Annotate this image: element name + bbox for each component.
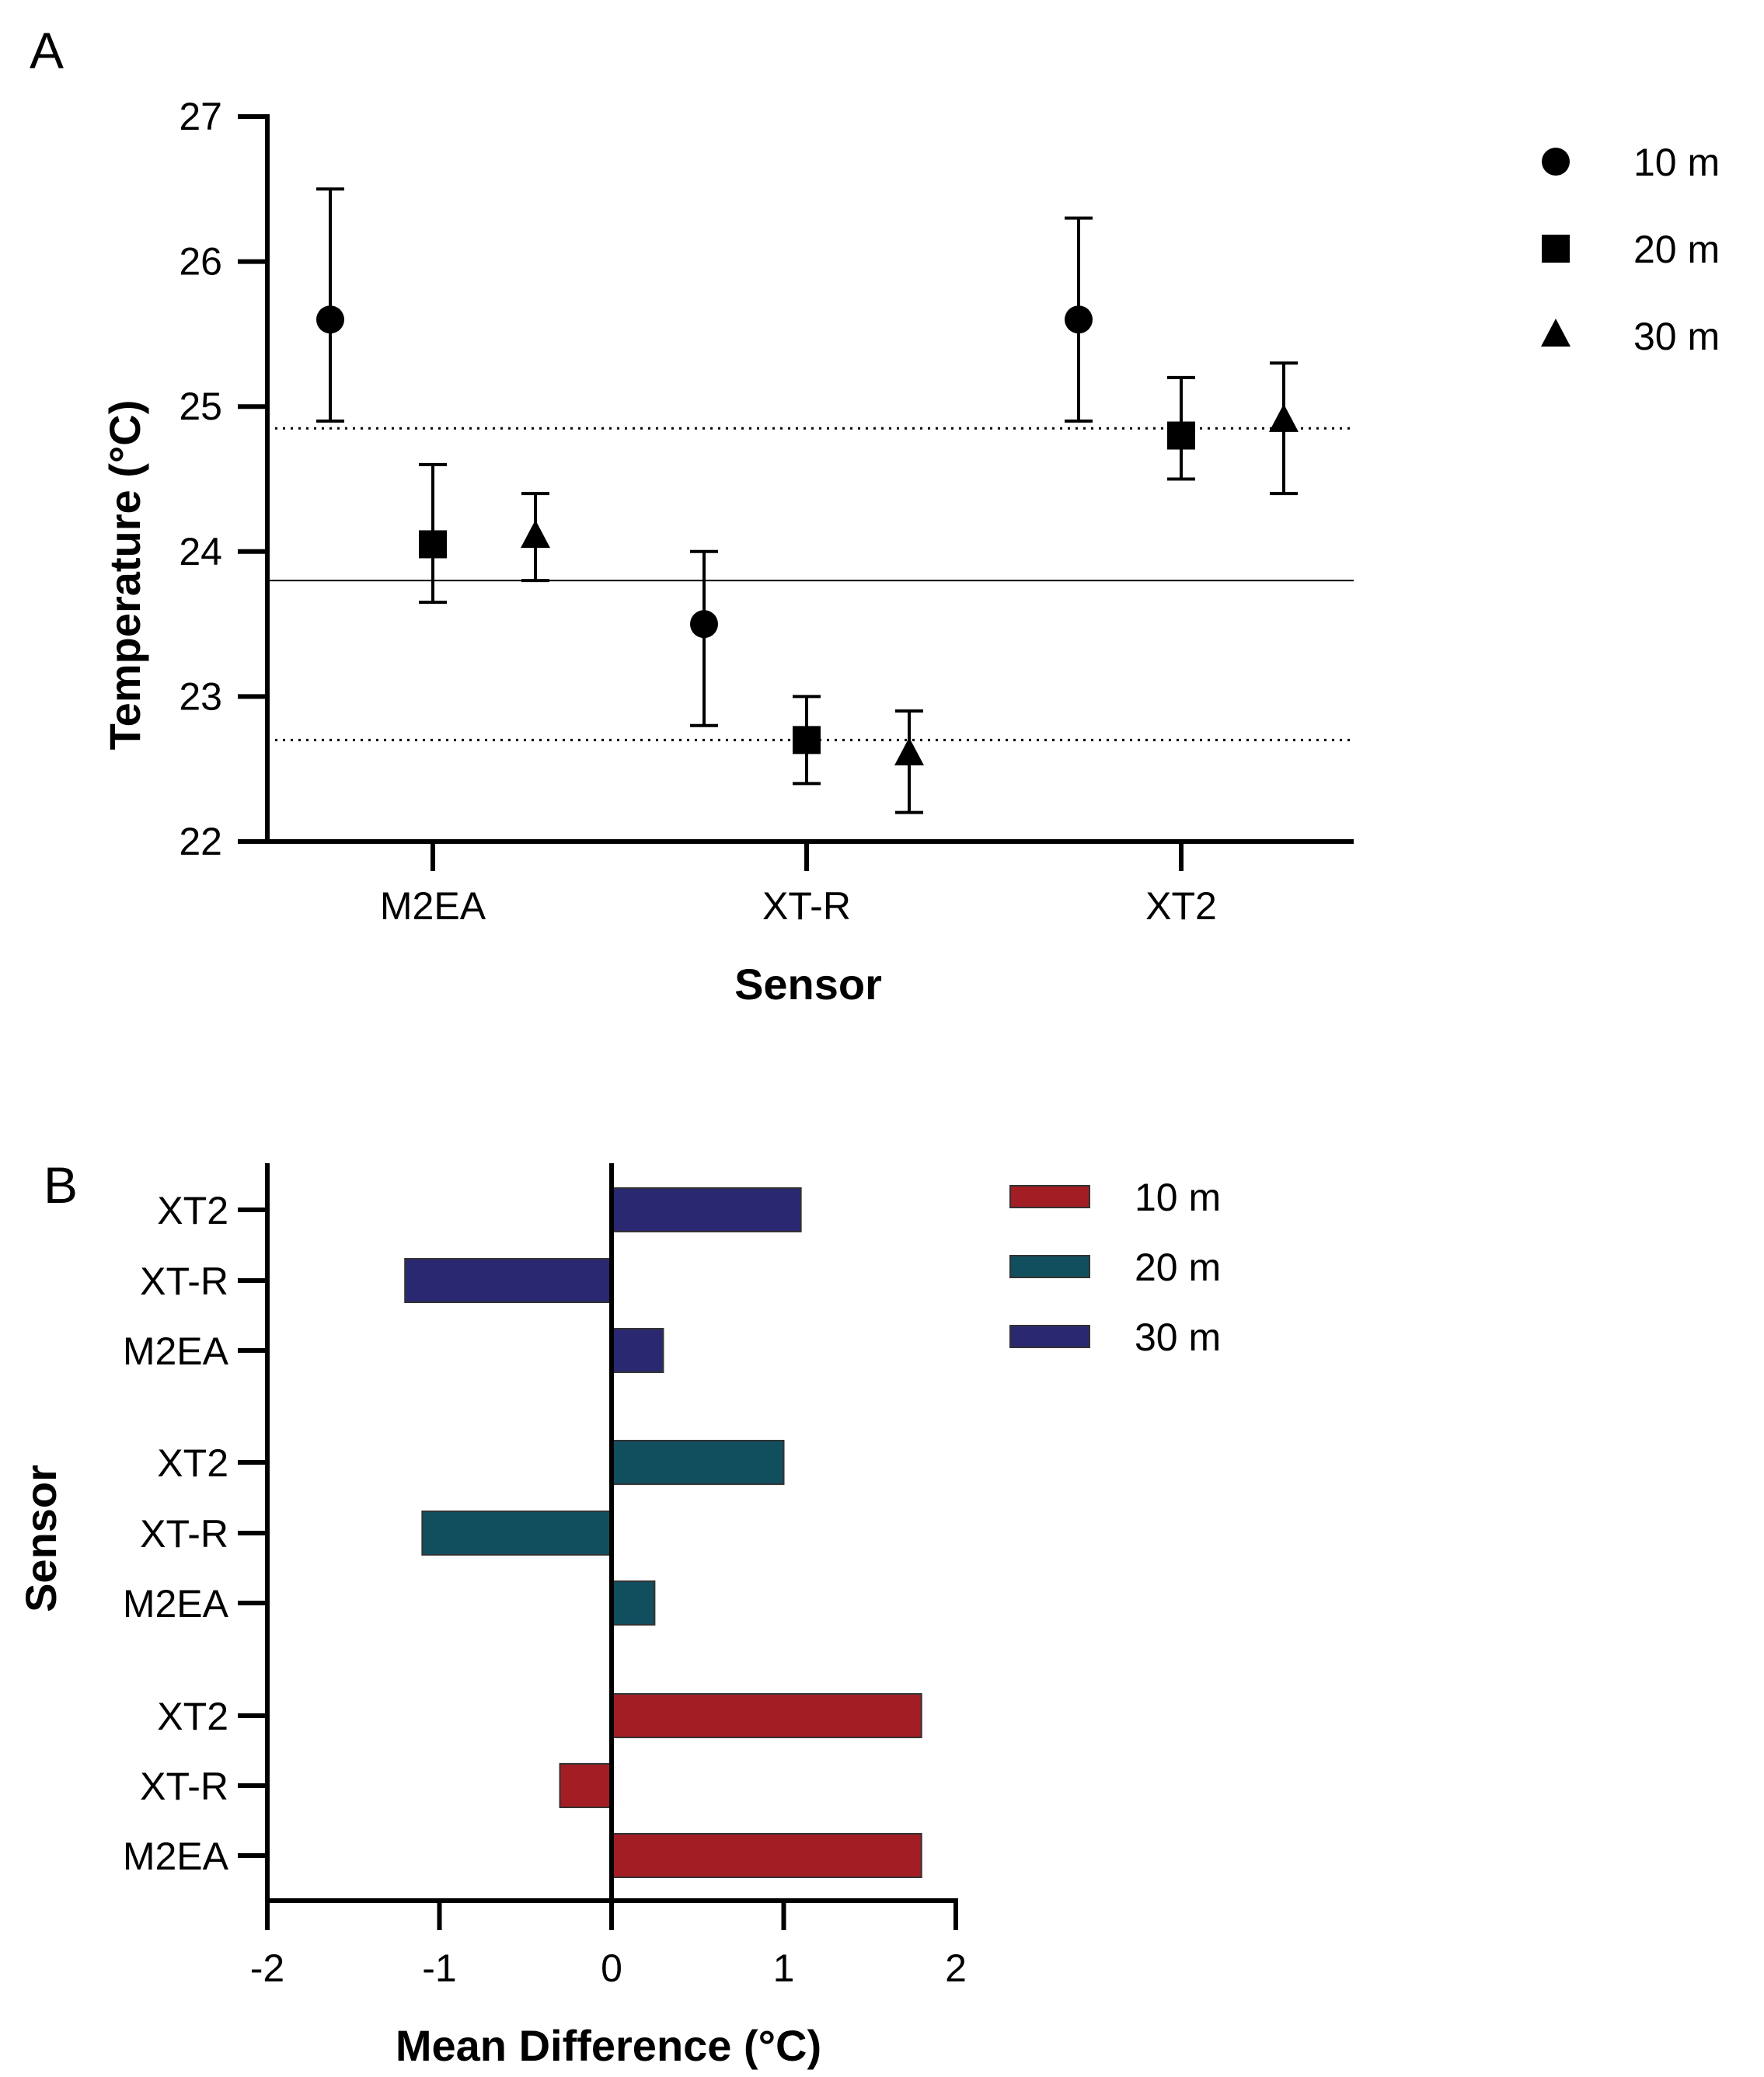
panel-b-x-axis-title: Mean Difference (°C) [396, 2021, 821, 2070]
panel-a-y-tick-label: 24 [179, 530, 222, 573]
panel-a-10-m-xt2-point [1065, 305, 1093, 334]
panel-a-legend-label-20-m: 20 m [1633, 228, 1720, 271]
panel-a-legend-marker-10-m [1542, 148, 1570, 176]
panel-b-legend-label-20-m: 20 m [1135, 1246, 1221, 1289]
panel-a-legend-label-10-m: 10 m [1633, 141, 1720, 184]
panel-b-bar-20-m-xt2 [611, 1440, 785, 1485]
panel-b-y-tick-label-10-m-xt2: XT2 [157, 1695, 228, 1738]
panel-b-y-tick-label-30-m-xt-r: XT-R [140, 1260, 228, 1303]
panel-b-label: B [44, 1156, 78, 1214]
panel-b-y-tick-label-20-m-xt-r: XT-R [140, 1512, 228, 1556]
panel-b-y-tick-label-20-m-m2ea: M2EA [123, 1582, 229, 1626]
panel-a-30-m-m2ea-point [521, 520, 550, 549]
panel-a-y-axis-title: Temperature (°C) [100, 400, 149, 751]
panel-a-legend-marker-20-m [1542, 235, 1570, 263]
panel-b-x-tick-label: 0 [601, 1946, 622, 1990]
panel-a-20-m-xt-r-point [793, 726, 821, 754]
panel-a-y-tick-label: 25 [179, 385, 222, 428]
panel-a-20-m-xt2-point [1167, 421, 1195, 450]
panel-a-legend-marker-30-m [1541, 319, 1571, 347]
panel-b-bar-20-m-xt-r [421, 1511, 612, 1556]
panel-a-10-m-m2ea-point [316, 305, 344, 334]
panel-a-y-tick-label: 26 [179, 240, 222, 284]
panel-b-legend-swatch-20-m [1009, 1255, 1090, 1278]
panel-b-legend-label-10-m: 10 m [1135, 1176, 1221, 1219]
panel-b-x-tick-label: 1 [773, 1946, 795, 1990]
panel-b-legend-swatch-30-m [1009, 1325, 1090, 1348]
panel-a-20-m-m2ea-point [419, 530, 447, 559]
panel-a-30-m-xt-r-point [894, 737, 924, 766]
panel-b-bar-20-m-m2ea [611, 1580, 656, 1626]
panel-b: B XT2 XT-R M2EA XT2 XT-R M2EA XT2 XT-R M2EA -2 -1… [16, 1156, 1221, 2070]
panel-a-y-tick-label: 27 [179, 95, 222, 138]
panel-a-legend-label-30-m: 30 m [1633, 315, 1720, 358]
panel-b-y-tick-label-10-m-xt-r: XT-R [140, 1765, 228, 1808]
panel-b-x-tick-label: -1 [422, 1946, 456, 1990]
panel-b-y-tick-label-30-m-xt2: XT2 [157, 1189, 228, 1232]
panel-b-y-axis-title: Sensor [16, 1465, 65, 1612]
panel-b-bar-30-m-xt2 [611, 1187, 802, 1232]
panel-b-bar-30-m-xt-r [404, 1258, 612, 1303]
panel-b-y-tick-label-30-m-m2ea: M2EA [123, 1329, 229, 1373]
panel-b-bar-10-m-xt2 [611, 1693, 922, 1738]
panel-a-x-axis-title: Sensor [734, 960, 882, 1009]
panel-a-label: A [30, 22, 64, 79]
panel-a-y-tick-label: 22 [179, 820, 222, 863]
panel-b-legend-swatch-10-m [1009, 1185, 1090, 1208]
panel-b-legend-label-30-m: 30 m [1135, 1316, 1221, 1359]
panel-a-10-m-xt-r-point [690, 610, 718, 639]
panel-b-bar-10-m-xt-r [559, 1763, 612, 1808]
panel-a-x-tick-label-xt2: XT2 [1145, 884, 1217, 928]
panel-b-x-tick-label: -2 [250, 1946, 284, 1990]
panel-b-y-tick-label-20-m-xt2: XT2 [157, 1441, 228, 1485]
panel-a-x-tick-label-xt-r: XT-R [762, 884, 851, 928]
panel-b-bar-10-m-m2ea [611, 1833, 922, 1878]
panel-b-bar-30-m-m2ea [611, 1328, 664, 1373]
panel-a-x-tick-label-m2ea: M2EA [380, 884, 486, 928]
panel-b-x-tick-label: 2 [945, 1946, 967, 1990]
panel-a-30-m-xt2-point [1269, 403, 1299, 432]
panel-a: A 22 23 24 25 26 27 M2EA XT-R XT2 Sensor Temper… [30, 22, 1720, 1009]
panel-a-y-tick-label: 23 [179, 674, 222, 718]
panel-b-y-tick-label-10-m-m2ea: M2EA [123, 1835, 229, 1878]
